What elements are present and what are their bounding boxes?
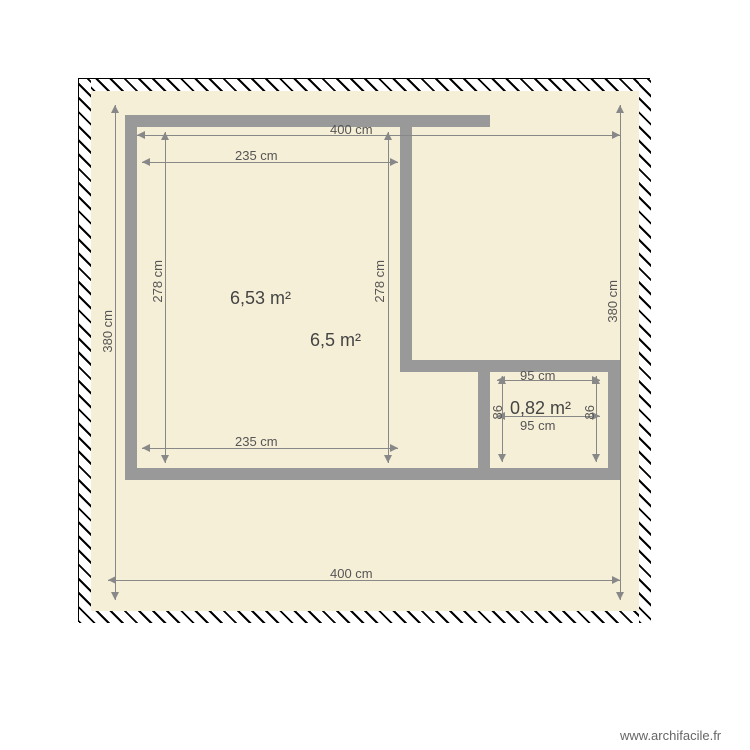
area-label-0: 6,53 m² [230, 288, 291, 309]
wall-3 [400, 115, 412, 370]
wall-6 [608, 360, 620, 480]
dim-label-v-7: 278 cm [372, 260, 387, 303]
dim-label-2: 235 cm [235, 434, 278, 449]
dim-arrow-d-9 [616, 592, 624, 600]
dim-line-v-8 [115, 105, 116, 600]
dim-line-v-6 [165, 132, 166, 463]
dim-arrow-d-8 [111, 592, 119, 600]
hatch-band-0 [79, 79, 651, 91]
dim-arrow-l-0 [137, 131, 145, 139]
dim-arrow-r-0 [612, 131, 620, 139]
dim-label-v-11: 86 [582, 405, 597, 419]
hatch-band-1 [79, 611, 651, 623]
wall-0 [125, 115, 490, 127]
dim-arrow-u-7 [384, 132, 392, 140]
area-label-1: 6,5 m² [310, 330, 361, 351]
dim-label-v-8: 380 cm [100, 310, 115, 353]
dim-arrow-d-10 [498, 454, 506, 462]
dim-line-v-9 [620, 105, 621, 600]
plan-frame [78, 78, 650, 622]
dim-label-3: 400 cm [330, 566, 373, 581]
hatch-band-2 [79, 79, 91, 623]
dim-line-h-0 [137, 135, 620, 136]
dim-arrow-d-6 [161, 455, 169, 463]
dim-arrow-u-11 [592, 376, 600, 384]
dim-arrow-d-11 [592, 454, 600, 462]
dim-label-1: 235 cm [235, 148, 278, 163]
dim-arrow-l-2 [142, 444, 150, 452]
dim-label-5: 95 cm [520, 418, 555, 433]
area-label-2: 0,82 m² [510, 398, 571, 419]
dim-label-0: 400 cm [330, 122, 373, 137]
dim-arrow-l-1 [142, 158, 150, 166]
wall-1 [125, 115, 137, 480]
dim-arrow-r-3 [612, 576, 620, 584]
dim-label-v-6: 278 cm [150, 260, 165, 303]
dim-arrow-r-1 [390, 158, 398, 166]
hatch-band-3 [639, 79, 651, 623]
dim-label-v-10: 86 [490, 405, 505, 419]
dim-arrow-u-10 [498, 376, 506, 384]
dim-label-v-9: 380 cm [605, 280, 620, 323]
dim-arrow-d-7 [384, 455, 392, 463]
wall-4 [478, 115, 490, 127]
dim-arrow-u-8 [111, 105, 119, 113]
wall-2 [125, 468, 620, 480]
wall-7 [478, 360, 490, 480]
dim-arrow-r-2 [390, 444, 398, 452]
watermark: www.archifacile.fr [620, 728, 721, 743]
dim-label-4: 95 cm [520, 368, 555, 383]
dim-arrow-u-9 [616, 105, 624, 113]
wall-5 [400, 360, 620, 372]
dim-arrow-u-6 [161, 132, 169, 140]
floor-area [91, 91, 639, 611]
dim-line-v-7 [388, 132, 389, 463]
